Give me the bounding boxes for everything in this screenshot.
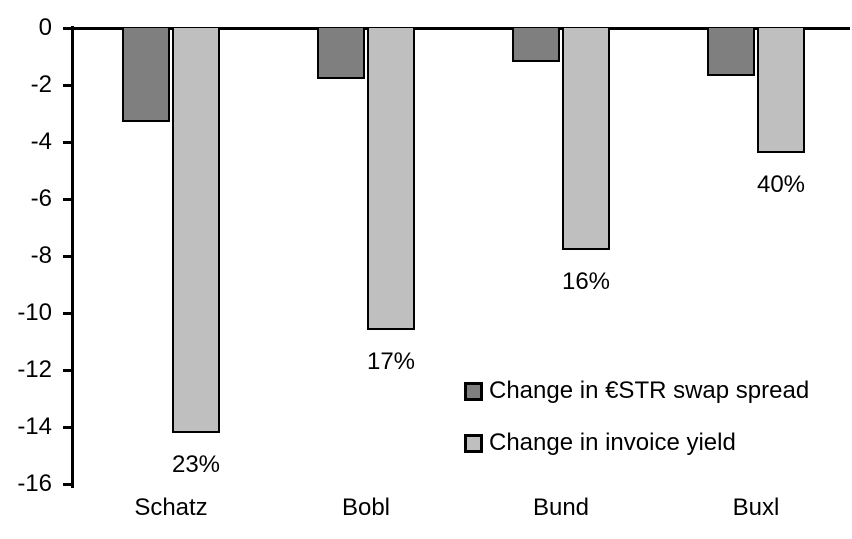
y-tick-label: -16 — [17, 470, 52, 497]
y-tick-mark — [63, 482, 71, 486]
bar — [172, 28, 220, 433]
bar-value-label: 16% — [561, 268, 611, 296]
y-tick-label: -12 — [17, 356, 52, 383]
bar — [757, 28, 805, 154]
bar — [512, 28, 560, 63]
y-tick-mark — [63, 368, 71, 372]
bar-value-label: 17% — [366, 348, 416, 376]
x-category-label: Schatz — [134, 494, 208, 521]
y-tick-mark — [63, 83, 71, 87]
legend-swatch — [464, 433, 483, 453]
bar-value-label: 23% — [171, 450, 221, 478]
x-category-label: Bobl — [341, 494, 391, 521]
legend: Change in €STR swap spread Change in invo… — [464, 377, 810, 483]
y-tick-mark — [63, 254, 71, 258]
y-tick-mark — [63, 197, 71, 201]
y-axis-line — [71, 26, 74, 488]
y-tick-label: -6 — [30, 185, 52, 212]
x-category-label: Buxl — [732, 494, 780, 521]
bar — [707, 28, 755, 77]
legend-swatch — [464, 381, 483, 401]
x-category-label: Bund — [532, 494, 590, 521]
y-tick-label: -14 — [17, 413, 52, 440]
y-tick-mark — [63, 140, 71, 144]
y-tick-mark — [63, 425, 71, 429]
bar — [122, 28, 170, 123]
y-tick-label: 0 — [38, 14, 52, 41]
y-tick-label: -4 — [30, 128, 52, 155]
y-tick-mark — [63, 26, 71, 30]
bar-value-label: 40% — [756, 171, 806, 199]
bar — [367, 28, 415, 331]
legend-item: Change in €STR swap spread — [464, 377, 810, 404]
legend-label: Change in invoice yield — [489, 429, 736, 456]
legend-label: Change in €STR swap spread — [489, 377, 810, 404]
bar — [317, 28, 365, 80]
y-tick-label: -2 — [30, 71, 52, 98]
zero-axis-line — [71, 27, 850, 30]
y-tick-label: -8 — [30, 242, 52, 269]
bar — [562, 28, 610, 251]
y-tick-mark — [63, 311, 71, 315]
legend-item: Change in invoice yield — [464, 429, 809, 456]
y-tick-label: -10 — [17, 299, 52, 326]
